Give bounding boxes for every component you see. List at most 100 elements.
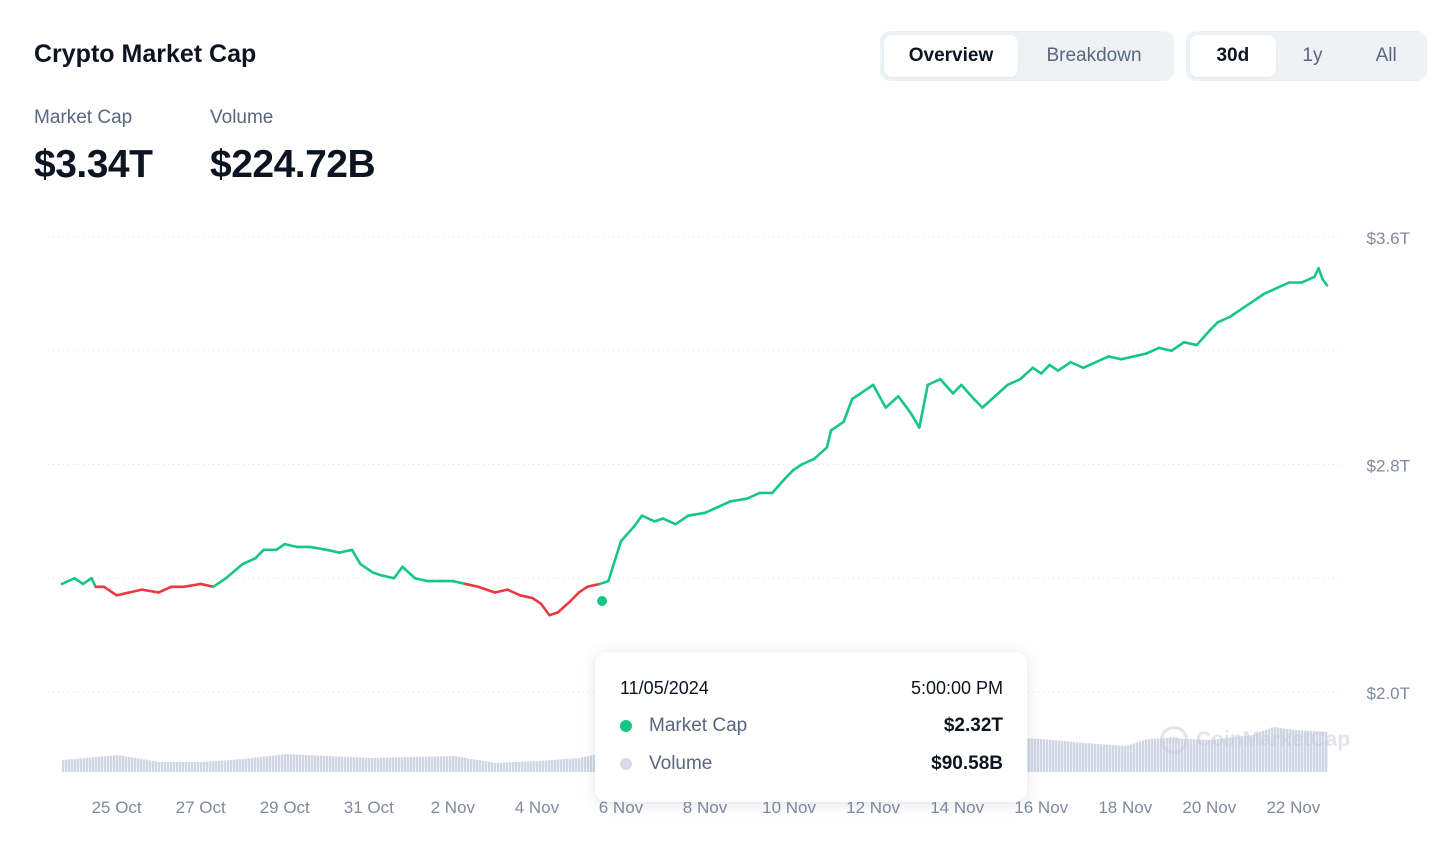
series-line-segment — [140, 588, 160, 594]
series-line-segment — [703, 505, 719, 515]
volume-bar — [1097, 743, 1100, 772]
volume-bar — [1208, 739, 1211, 772]
volume-bar — [557, 759, 560, 772]
volume-bar — [1241, 736, 1244, 772]
volume-bar — [401, 757, 404, 772]
volume-bar — [212, 761, 215, 772]
volume-bar — [584, 756, 587, 772]
x-tick-label: 2 Nov — [431, 798, 476, 817]
volume-bar — [566, 758, 569, 772]
volume-bar — [506, 762, 509, 772]
highlight-point — [595, 594, 610, 608]
series-line-segment — [380, 574, 396, 580]
series-line-segment — [686, 511, 707, 517]
series-line-segment — [127, 588, 144, 594]
series-line-segment — [1157, 346, 1173, 353]
series-line-segment — [653, 517, 665, 523]
volume-bar — [1307, 730, 1310, 772]
series-line-segment — [926, 377, 942, 387]
y-tick-label: $3.6T — [1367, 229, 1410, 248]
volume-bar — [392, 757, 395, 772]
volume-bar — [269, 755, 272, 772]
series-line-segment — [812, 446, 829, 461]
volume-bar — [362, 757, 365, 772]
volume-bar — [107, 755, 110, 772]
volume-bar — [1325, 731, 1328, 772]
x-tick-label: 6 Nov — [599, 798, 644, 817]
volume-bar — [512, 762, 515, 772]
volume-bar — [320, 755, 323, 772]
volume-bar — [386, 757, 389, 772]
series-line-segment — [224, 562, 245, 580]
volume-bar — [179, 762, 182, 772]
volume-bar — [317, 755, 320, 772]
volume-bar — [1283, 728, 1286, 772]
series-line-segment — [918, 383, 930, 429]
series-line-segment — [1241, 301, 1253, 310]
volume-bar — [119, 755, 122, 772]
volume-bar — [281, 754, 284, 772]
volume-bar — [473, 759, 476, 772]
volume-bar — [500, 762, 503, 772]
series-line-segment — [548, 611, 560, 617]
volume-bar — [125, 756, 128, 772]
volume-bar — [260, 756, 263, 772]
volume-bar — [407, 757, 410, 772]
volume-bar — [572, 758, 575, 772]
volume-bar — [1130, 744, 1133, 772]
range-1y[interactable]: 1y — [1302, 45, 1323, 66]
tab-breakdown[interactable]: Breakdown — [1046, 45, 1142, 66]
series-line-segment — [770, 477, 787, 495]
volume-bar — [128, 756, 131, 772]
series-line-segment — [674, 514, 690, 526]
x-tick-label: 25 Oct — [92, 798, 142, 817]
volume-bar — [1064, 741, 1067, 772]
volume-dot-icon — [620, 758, 632, 770]
series-line-segment — [90, 576, 97, 589]
tab-overview[interactable]: Overview — [884, 35, 1018, 77]
watermark-text: CoinMarketCap — [1196, 728, 1351, 751]
volume-bar — [1232, 737, 1235, 772]
volume-bar — [251, 758, 254, 772]
volume-bar — [188, 762, 191, 772]
volume-bar — [209, 761, 212, 772]
volume-bar — [1202, 739, 1205, 772]
volume-bar — [398, 757, 401, 772]
volume-bar — [491, 762, 494, 772]
volume-bar — [548, 760, 551, 772]
range-all[interactable]: All — [1375, 45, 1397, 66]
volume-bar — [416, 756, 419, 772]
series-line-segment — [909, 412, 921, 429]
volume-bar — [308, 755, 311, 772]
volume-bar — [383, 757, 386, 772]
volume-bar — [83, 758, 86, 772]
volume-bar — [1109, 744, 1112, 772]
series-line-segment — [81, 576, 93, 586]
volume-bar — [230, 759, 233, 772]
volume-bar — [1157, 738, 1160, 772]
volume-bar — [1181, 738, 1184, 772]
series-line-segment — [850, 392, 862, 401]
volume-bar — [455, 756, 458, 772]
volume-bar — [158, 761, 161, 772]
volume-bar — [1172, 738, 1175, 772]
volume-bar — [1295, 730, 1298, 772]
series-line-segment — [182, 582, 202, 589]
volume-bar — [350, 757, 353, 772]
volume-bar — [1238, 736, 1241, 772]
series-line-segment — [115, 591, 131, 597]
volume-bar — [1154, 738, 1157, 772]
volume-bar — [200, 762, 203, 772]
volume-bar — [1106, 744, 1109, 772]
series-line-segment — [1006, 377, 1022, 387]
volume-bar — [1298, 730, 1301, 772]
range-30d[interactable]: 30d — [1190, 35, 1276, 77]
volume-bar — [461, 757, 464, 772]
series-line-segment — [619, 525, 635, 543]
volume-bar — [1046, 739, 1049, 772]
series-line-segment — [1039, 363, 1051, 375]
volume-bar — [287, 754, 290, 772]
volume-bar — [278, 754, 281, 772]
coinmarketcap-logo-icon: m — [1160, 726, 1188, 754]
series-line-segment — [951, 383, 963, 395]
